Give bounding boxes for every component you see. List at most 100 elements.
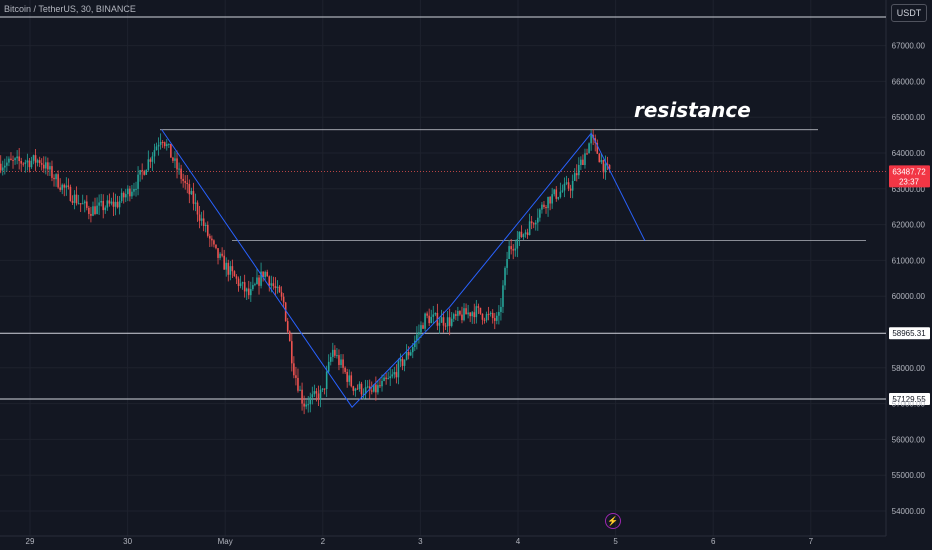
- candle-body: [407, 351, 410, 356]
- candle-body: [172, 157, 174, 161]
- candle-body: [194, 202, 197, 204]
- time-tick-label: 4: [516, 537, 521, 546]
- candle-body: [229, 266, 232, 275]
- candle-body: [346, 371, 348, 382]
- candle-body: [63, 184, 66, 188]
- candle-body: [293, 363, 295, 376]
- current-price-tag: [889, 165, 930, 188]
- time-tick-label: May: [218, 537, 233, 546]
- candle-body: [282, 296, 285, 303]
- candle-body: [313, 391, 316, 395]
- candle-body: [110, 201, 113, 204]
- candle-body: [153, 150, 156, 157]
- candle-body: [569, 188, 572, 191]
- candle-body: [545, 207, 547, 209]
- candle-body: [24, 162, 27, 164]
- candle-body: [127, 188, 129, 195]
- candle-body: [206, 224, 209, 236]
- price-tick-label: 67000.00: [892, 42, 926, 51]
- candle-body: [411, 346, 414, 353]
- horizontal-levels[interactable]: 58965.31 57129.55: [0, 16, 930, 405]
- candle-body: [288, 331, 291, 342]
- candle-body: [543, 204, 545, 208]
- candle-body: [202, 218, 205, 226]
- candle-body: [20, 160, 23, 164]
- candle-body: [463, 308, 465, 321]
- candle-body: [254, 284, 256, 286]
- candle-body: [272, 283, 275, 287]
- candle-body: [309, 397, 312, 405]
- countdown-label: 23:37: [899, 177, 920, 186]
- candle-body: [422, 325, 424, 329]
- price-tick-label: 58000.00: [892, 364, 926, 373]
- candle-body: [327, 361, 330, 372]
- candle-body: [38, 160, 41, 164]
- time-axis[interactable]: 29 30 May 2 3 4 5 6 7: [26, 537, 814, 546]
- candle-body: [381, 380, 383, 387]
- candle-body: [528, 221, 531, 236]
- candle-body: [391, 374, 394, 377]
- candle-body: [452, 314, 455, 319]
- candle-body: [434, 312, 437, 315]
- candle-body: [188, 184, 191, 195]
- candle-body: [450, 318, 453, 326]
- candle-body: [34, 155, 37, 163]
- candle-body: [26, 160, 29, 163]
- candle-body: [377, 385, 379, 393]
- candle-body: [401, 358, 404, 366]
- candle-body: [297, 377, 299, 391]
- candle-body: [586, 153, 588, 155]
- candle-body: [350, 375, 353, 387]
- candle-body: [260, 271, 262, 286]
- candle-body: [520, 231, 523, 238]
- candle-body: [596, 142, 599, 154]
- resistance-annotation[interactable]: resistance: [634, 98, 751, 122]
- price-axis[interactable]: 67000.00 66000.00 65000.00 64000.00 63000.00…: [889, 42, 930, 516]
- candle-body: [467, 312, 469, 315]
- candle-body: [137, 174, 139, 189]
- symbol-title[interactable]: Bitcoin / TetherUS, 30, BINANCE: [4, 4, 136, 14]
- candle-body: [165, 144, 168, 147]
- candle-body: [524, 232, 527, 235]
- candle-body: [141, 170, 143, 172]
- candle-body: [284, 302, 287, 322]
- candle-body: [276, 286, 279, 289]
- candle-body: [106, 200, 109, 208]
- candle-body: [336, 355, 338, 357]
- candle-body: [475, 306, 478, 318]
- candle-body: [145, 169, 148, 175]
- currency-button[interactable]: USDT: [891, 4, 927, 22]
- candle-body: [131, 191, 133, 197]
- time-tick-label: 30: [123, 537, 132, 546]
- candle-body: [442, 317, 445, 326]
- candlestick-series: [0, 128, 611, 415]
- candle-body: [211, 238, 213, 241]
- candle-body: [139, 170, 141, 175]
- candle-body: [473, 312, 476, 318]
- candle-body: [403, 359, 406, 366]
- candle-body: [163, 142, 166, 147]
- candle-body: [461, 314, 463, 321]
- candle-body: [256, 277, 258, 285]
- candle-body: [455, 314, 457, 316]
- price-tick-label: 61000.00: [892, 256, 926, 265]
- lightning-icon[interactable]: ⚡: [605, 513, 621, 529]
- candle-body: [340, 359, 342, 365]
- candle-body: [319, 389, 322, 400]
- candle-body: [151, 156, 154, 162]
- candle-body: [18, 156, 20, 161]
- candle-body: [487, 313, 490, 315]
- trend-drawing[interactable]: [161, 129, 646, 408]
- candle-body: [75, 194, 78, 204]
- candle-body: [174, 158, 176, 161]
- candle-body: [71, 200, 74, 203]
- price-tick-label: 55000.00: [892, 471, 926, 480]
- candle-body: [79, 203, 82, 205]
- candle-body: [424, 313, 426, 329]
- price-tick-label: 54000.00: [892, 507, 926, 516]
- candle-body: [6, 162, 8, 166]
- candle-body: [215, 244, 217, 249]
- zigzag-trend-line[interactable]: [161, 129, 646, 408]
- candle-body: [323, 388, 326, 390]
